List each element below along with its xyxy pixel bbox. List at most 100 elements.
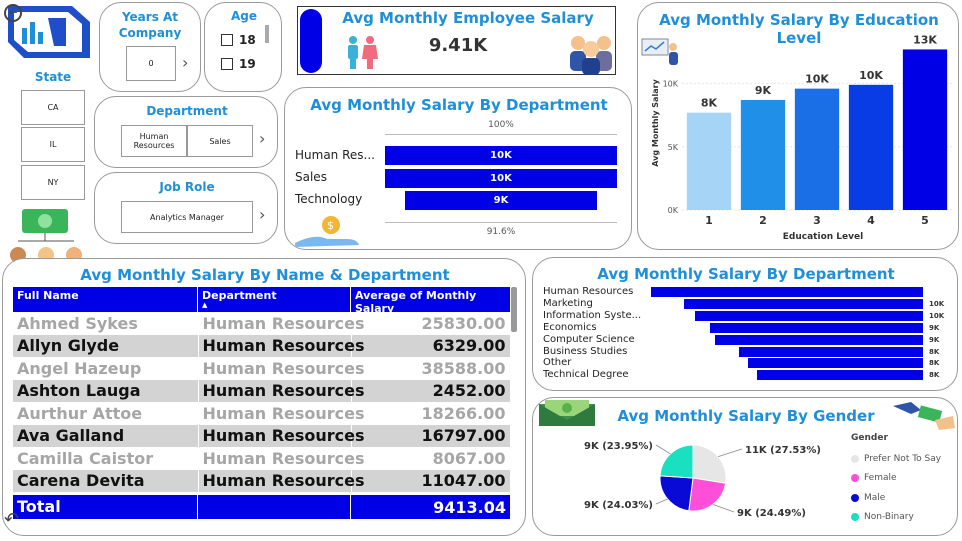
- checkbox-icon[interactable]: [221, 58, 233, 70]
- y-axis-label: Avg Monthly Salary: [651, 78, 660, 166]
- legend-item[interactable]: Prefer Not To Say: [851, 449, 955, 469]
- bar-data-label: 10K: [490, 150, 512, 161]
- kpi-title: Avg Monthly Employee Salary: [342, 9, 594, 27]
- education-chart-title: Avg Monthly Salary By Education Level: [659, 11, 939, 47]
- bar-data-label: 10K: [859, 69, 883, 82]
- department-option-sales[interactable]: Sales: [187, 125, 253, 157]
- cell-avg-salary: 8067.00: [351, 447, 511, 470]
- legend-item[interactable]: Non-Binary: [851, 508, 955, 528]
- chevron-right-icon[interactable]: ›: [182, 53, 189, 72]
- funnel-top-line: [385, 134, 617, 135]
- state-slicer-title: State: [34, 70, 72, 84]
- education-bar[interactable]: [902, 49, 948, 210]
- legend-item[interactable]: Male: [851, 488, 955, 508]
- funnel-bar[interactable]: 9K: [404, 191, 598, 210]
- dept-salary-card-2: Avg Monthly Salary By Department Human R…: [532, 257, 958, 391]
- state-option-ny[interactable]: NY: [21, 165, 85, 200]
- bar-data-label: 9K: [493, 195, 509, 206]
- table-row[interactable]: Carena Devita Human Resources 11047.00: [13, 469, 511, 492]
- category-label: Economics: [543, 321, 597, 333]
- funnel-bar[interactable]: 10K: [385, 169, 617, 188]
- cell-department: Human Resources: [198, 357, 365, 380]
- age-option-19[interactable]: 19: [221, 57, 256, 71]
- education-bar[interactable]: [740, 100, 786, 210]
- job-role-slicer: Job Role Analytics Manager ›: [94, 172, 278, 244]
- back-arrow-icon[interactable]: ←: [4, 4, 22, 22]
- funnel-bar[interactable]: [694, 310, 923, 321]
- category-label: Computer Science: [543, 333, 635, 345]
- table-row[interactable]: Angel Hazeup Human Resources 38588.00: [13, 357, 511, 380]
- pie-slice[interactable]: [692, 444, 727, 484]
- education-chart-svg: 0K 5K 10K 8K 1 9K 2 10K 3 10K 4 13K 5 Education Level…: [651, 33, 952, 242]
- pie-leader-line: [655, 498, 668, 505]
- header-department[interactable]: Department ▲: [198, 287, 351, 312]
- table-row[interactable]: Ahmed Sykes Human Resources 25830.00: [13, 312, 511, 335]
- name-department-card: Avg Monthly Salary By Name & Department …: [2, 258, 526, 536]
- cell-department: Human Resources: [198, 379, 365, 402]
- bar-data-label: 10K: [805, 73, 829, 86]
- years-value-box[interactable]: 0: [126, 46, 176, 81]
- category-label: Business Studies: [543, 345, 628, 357]
- header-avg-salary[interactable]: Average of Monthly Salary: [355, 289, 477, 315]
- dept-chart-1-title: Avg Monthly Salary By Department: [310, 96, 608, 114]
- table-row[interactable]: Ava Galland Human Resources 16797.00: [13, 424, 511, 447]
- age-option-18[interactable]: 18: [221, 33, 256, 47]
- chevron-right-icon[interactable]: ›: [259, 205, 266, 224]
- legend-label: Prefer Not To Say: [864, 453, 942, 464]
- cell-full-name: Aurthur Attoe: [13, 402, 199, 425]
- table-row[interactable]: Allyn Glyde Human Resources 6329.00: [13, 334, 511, 357]
- education-bar[interactable]: [686, 112, 732, 210]
- age-scrollbar[interactable]: [265, 25, 269, 43]
- header-full-name[interactable]: Full Name: [13, 287, 198, 312]
- sort-ascending-icon[interactable]: ▲: [202, 301, 208, 309]
- education-bar[interactable]: [848, 84, 894, 210]
- table-row[interactable]: Camilla Caistor Human Resources 8067.00: [13, 447, 511, 470]
- table-header: Full Name Department ▲ Average of Monthl…: [13, 287, 510, 315]
- pie-slice[interactable]: [659, 444, 694, 479]
- table-scrollbar[interactable]: [511, 287, 517, 332]
- x-tick-label: 5: [921, 214, 929, 227]
- category-label: Technical Degree: [543, 369, 629, 381]
- funnel-bar[interactable]: [747, 358, 923, 369]
- x-tick-label: 4: [867, 214, 875, 227]
- funnel-bar[interactable]: [756, 370, 923, 381]
- y-tick-label: 5K: [668, 143, 679, 152]
- category-label: Marketing: [543, 297, 593, 309]
- legend-title: Gender: [851, 433, 888, 443]
- legend-label: Female: [864, 473, 897, 484]
- bar-data-label: 9K: [929, 335, 940, 344]
- funnel-bottom-line: [385, 222, 617, 223]
- table-row[interactable]: Aurthur Attoe Human Resources 18266.00: [13, 402, 511, 425]
- checkbox-icon[interactable]: [221, 34, 233, 46]
- back-arrow-icon[interactable]: ↶: [4, 509, 20, 530]
- chevron-right-icon[interactable]: ›: [259, 129, 266, 148]
- cell-avg-salary: 38588.00: [351, 357, 511, 380]
- age-slicer-title: Age: [230, 9, 257, 23]
- funnel-bar[interactable]: [714, 334, 923, 345]
- job-role-value-box[interactable]: Analytics Manager: [121, 201, 253, 233]
- funnel-bar[interactable]: [738, 346, 923, 357]
- cell-department: Human Resources: [198, 469, 365, 492]
- state-option-il[interactable]: IL: [21, 127, 85, 162]
- y-tick-label: 0K: [668, 206, 679, 215]
- cell-full-name: Angel Hazeup: [13, 357, 199, 380]
- age-option-label: 18: [239, 33, 256, 47]
- pie-slice[interactable]: [659, 475, 694, 512]
- funnel-bar[interactable]: [651, 287, 923, 297]
- education-bar[interactable]: [794, 88, 840, 210]
- bar-data-label: 9K: [755, 84, 772, 97]
- pie-slice[interactable]: [688, 477, 727, 512]
- department-option-hr[interactable]: Human Resources: [121, 125, 187, 157]
- funnel-bar[interactable]: 10K: [385, 146, 617, 165]
- money-envelope-icon: [537, 398, 599, 432]
- years-slicer-title: Years At Company: [118, 10, 182, 40]
- total-value: 9413.04: [433, 497, 506, 517]
- table-row[interactable]: Ashton Lauga Human Resources 2452.00: [13, 379, 511, 402]
- funnel-bar[interactable]: [684, 298, 923, 309]
- funnel-bar[interactable]: [709, 322, 923, 333]
- kpi-value: 9.41K: [428, 35, 488, 56]
- state-option-ca[interactable]: CA: [21, 90, 85, 125]
- legend-item[interactable]: Female: [851, 469, 955, 489]
- x-tick-label: 1: [705, 214, 713, 227]
- category-label: Sales: [295, 170, 327, 184]
